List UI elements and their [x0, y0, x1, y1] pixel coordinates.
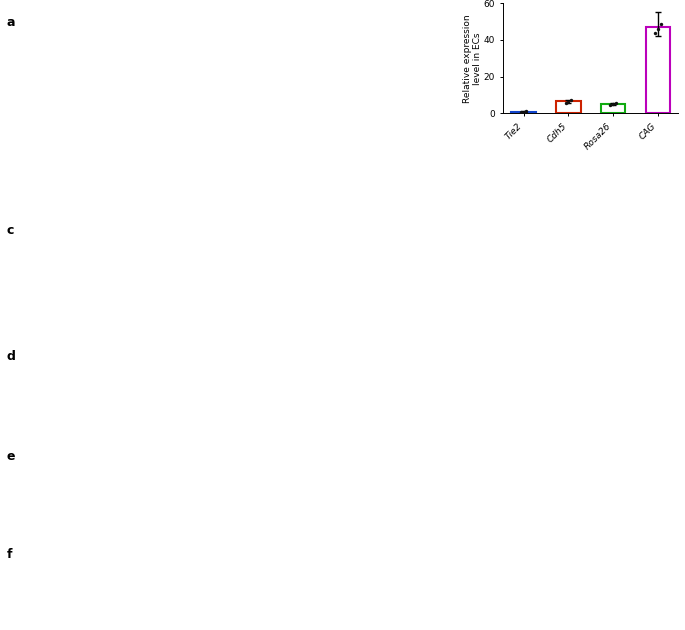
Point: [519, 106, 530, 117]
Bar: [601, 104, 625, 113]
Point: [610, 98, 621, 108]
Point: [605, 100, 616, 110]
Y-axis label: Relative expression
level in ECs: Relative expression level in ECs: [463, 14, 482, 103]
Bar: [556, 101, 581, 113]
Point: [655, 20, 666, 30]
Point: [650, 28, 661, 38]
Bar: [645, 27, 670, 113]
Text: e: e: [7, 450, 15, 464]
Point: [566, 95, 577, 105]
Point: [608, 99, 619, 109]
Text: f: f: [7, 548, 12, 561]
Point: [516, 107, 527, 117]
Bar: [512, 112, 536, 113]
Point: [563, 97, 574, 107]
Text: a: a: [7, 16, 15, 29]
Point: [521, 106, 532, 116]
Point: [560, 98, 571, 108]
Point: [652, 24, 663, 34]
Text: d: d: [7, 350, 16, 363]
Text: c: c: [7, 224, 14, 237]
